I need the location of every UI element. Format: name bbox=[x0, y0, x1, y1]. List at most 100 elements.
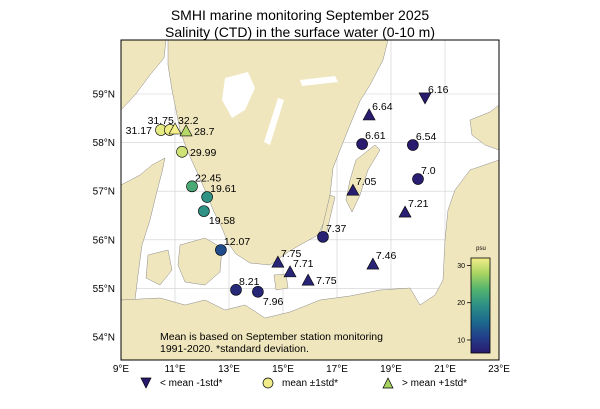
station[interactable]: 12.07 bbox=[215, 236, 250, 256]
station-value-label: 32.2 bbox=[178, 115, 199, 127]
station[interactable]: 8.21 bbox=[230, 276, 260, 296]
station-value-label: 7.05 bbox=[356, 176, 377, 188]
station[interactable]: 7.71 bbox=[283, 258, 314, 278]
station[interactable]: 7.21 bbox=[398, 198, 429, 218]
station-triangle-up-marker[interactable] bbox=[271, 255, 285, 268]
station-triangle-up-marker[interactable] bbox=[366, 257, 380, 270]
land-saaremaa bbox=[469, 104, 499, 151]
station[interactable]: 7.75 bbox=[301, 273, 337, 287]
legend-item-above: > mean +1std* bbox=[382, 377, 467, 389]
station[interactable]: 19.58 bbox=[198, 205, 235, 228]
station[interactable]: 29.99 bbox=[176, 146, 217, 159]
station[interactable]: 6.64 bbox=[362, 101, 393, 121]
station-circle-marker[interactable] bbox=[230, 284, 242, 296]
colorbar-label: psu bbox=[476, 246, 486, 252]
lat-tick-label: 56°N bbox=[93, 235, 115, 246]
map-title: SMHI marine monitoring September 2025 bbox=[170, 7, 430, 23]
station-circle-marker[interactable] bbox=[201, 191, 213, 203]
triangle-up-icon bbox=[382, 377, 394, 389]
legend-label: mean ±1std* bbox=[282, 377, 339, 389]
station-value-label: 6.54 bbox=[416, 131, 437, 143]
lon-tick-label: 11°E bbox=[164, 364, 185, 375]
land-funen bbox=[145, 249, 173, 286]
station[interactable]: 28.7 bbox=[179, 124, 215, 138]
station[interactable]: 7.96 bbox=[252, 286, 283, 308]
station-triangle-down-marker[interactable] bbox=[418, 92, 432, 105]
station-value-label: 19.58 bbox=[209, 215, 235, 227]
lat-tick-label: 58°N bbox=[93, 138, 115, 149]
lake-vattern bbox=[264, 98, 284, 145]
station-circle-marker[interactable] bbox=[176, 146, 188, 158]
land-norway bbox=[121, 40, 167, 111]
station-value-label: 7.37 bbox=[326, 223, 347, 235]
station-value-label: 28.7 bbox=[194, 126, 215, 138]
station[interactable]: 32.2 bbox=[168, 115, 199, 135]
station-value-label: 7.75 bbox=[316, 275, 337, 287]
station[interactable]: 7.0 bbox=[412, 165, 436, 185]
lat-tick-label: 57°N bbox=[93, 187, 115, 198]
land-zealand bbox=[177, 237, 223, 286]
station[interactable]: 6.54 bbox=[407, 131, 436, 151]
station-value-label: 12.07 bbox=[224, 236, 250, 248]
station[interactable]: 6.61 bbox=[356, 130, 386, 150]
lake-vanern bbox=[222, 72, 255, 118]
station-triangle-up-marker[interactable] bbox=[283, 265, 297, 278]
station[interactable]: 22.45 bbox=[186, 172, 222, 193]
station-value-label: 19.61 bbox=[210, 183, 236, 195]
legend-label: < mean -1std* bbox=[160, 377, 223, 389]
station-value-label: 8.21 bbox=[239, 276, 260, 288]
station-value-label: 7.0 bbox=[421, 165, 436, 177]
station[interactable]: 31.17 bbox=[126, 124, 167, 137]
station-circle-marker[interactable] bbox=[198, 205, 210, 217]
station[interactable]: 7.37 bbox=[317, 223, 347, 243]
lon-tick-label: 15°E bbox=[272, 364, 294, 375]
legend-label: > mean +1std* bbox=[402, 377, 468, 389]
station-value-label: 22.45 bbox=[195, 172, 221, 184]
station-triangle-up-marker[interactable] bbox=[346, 183, 360, 196]
colorbar-bar bbox=[470, 257, 491, 354]
station-triangle-up-marker[interactable] bbox=[168, 122, 182, 135]
colorbar: psu 10 20 30 bbox=[457, 246, 491, 354]
station-circle-marker[interactable] bbox=[215, 244, 227, 256]
station-value-label: 7.75 bbox=[281, 248, 302, 260]
lat-tick-label: 59°N bbox=[93, 90, 115, 101]
lakes bbox=[222, 72, 338, 145]
lon-tick-label: 9°E bbox=[113, 364, 130, 375]
station-circle-marker[interactable] bbox=[186, 180, 198, 193]
station-circle-marker[interactable] bbox=[252, 286, 264, 298]
station-value-label: 31.17 bbox=[126, 125, 152, 137]
station-value-label: 31.75 bbox=[148, 115, 174, 127]
station-triangle-up-marker[interactable] bbox=[398, 205, 412, 218]
station-circle-marker[interactable] bbox=[317, 231, 329, 243]
footnote-line-2: 1991-2020. *standard deviation. bbox=[160, 343, 309, 355]
station[interactable]: 7.05 bbox=[346, 176, 377, 196]
station-circle-marker[interactable] bbox=[356, 138, 368, 150]
colorbar-tick-label: 20 bbox=[457, 300, 465, 307]
station[interactable]: 7.46 bbox=[366, 250, 397, 270]
footnote-line-1: Mean is based on September station monit… bbox=[160, 331, 383, 343]
colorbar-tick-label: 30 bbox=[457, 263, 465, 270]
lat-tick-label: 55°N bbox=[93, 284, 115, 295]
map-subtitle: Salinity (CTD) in the surface water (0-1… bbox=[165, 24, 435, 40]
station-triangle-up-marker[interactable] bbox=[179, 124, 193, 137]
lake-malaren bbox=[300, 76, 338, 86]
land-bornholm bbox=[273, 273, 289, 291]
station-circle-marker[interactable] bbox=[407, 139, 419, 151]
legend-item-normal: mean ±1std* bbox=[262, 377, 338, 389]
map-frame bbox=[120, 39, 500, 361]
station-triangle-up-marker[interactable] bbox=[301, 273, 315, 286]
station-circle-marker[interactable] bbox=[412, 173, 424, 185]
station-value-label: 7.21 bbox=[408, 198, 429, 210]
lat-tick-label: 54°N bbox=[93, 333, 115, 344]
lon-tick-label: 13°E bbox=[218, 364, 240, 375]
lon-tick-label: 19°E bbox=[380, 364, 402, 375]
lon-tick-label: 21°E bbox=[434, 364, 456, 375]
station[interactable]: 6.16 bbox=[418, 84, 449, 105]
station-value-label: 29.99 bbox=[190, 147, 216, 159]
station-value-label: 7.71 bbox=[293, 258, 314, 270]
station-triangle-up-marker[interactable] bbox=[362, 108, 376, 121]
station[interactable]: 7.75 bbox=[271, 248, 302, 268]
station[interactable]: 19.61 bbox=[201, 183, 237, 203]
station-value-label: 6.61 bbox=[365, 130, 386, 142]
